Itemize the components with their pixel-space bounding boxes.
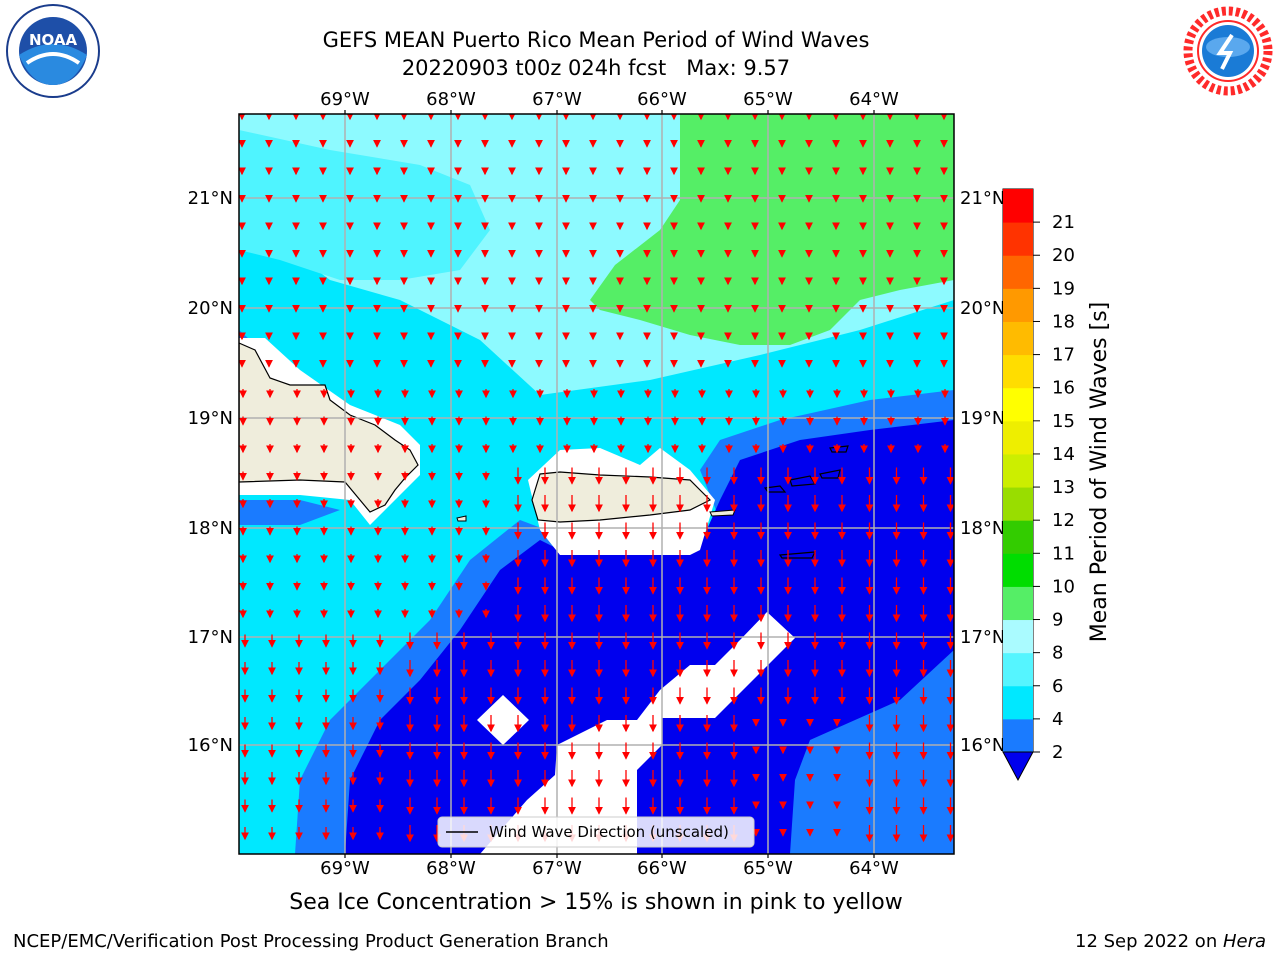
lon-label-top: 64°W xyxy=(849,89,899,110)
colorbar-tick-label: 10 xyxy=(1052,576,1075,597)
lat-label-left: 16°N xyxy=(188,735,233,756)
no-data-patch-1 xyxy=(477,695,529,745)
colorbar-extend-arrow xyxy=(1002,751,1034,782)
colorbar-band xyxy=(1003,685,1033,720)
title-line-1: GEFS MEAN Puerto Rico Mean Period of Win… xyxy=(322,28,870,52)
lon-label-bottom: 68°W xyxy=(426,858,476,879)
footer-machine: Hera xyxy=(1222,931,1266,952)
lat-label-right: 20°N xyxy=(960,298,1005,319)
colorbar-tick-label: 6 xyxy=(1052,676,1063,697)
colorbar-tick-label: 4 xyxy=(1052,709,1063,730)
wind-arrows xyxy=(239,114,954,843)
colorbar-tick-label: 19 xyxy=(1052,278,1075,299)
colorbar-tick-label: 8 xyxy=(1052,643,1063,664)
colorbar-tick-label: 18 xyxy=(1052,311,1075,332)
footer-left: NCEP/EMC/Verification Post Processing Pr… xyxy=(13,931,609,952)
map-title: GEFS MEAN Puerto Rico Mean Period of Win… xyxy=(240,26,952,82)
lon-label-bottom: 64°W xyxy=(849,858,899,879)
colorbar-band xyxy=(1003,718,1033,753)
colorbar-band xyxy=(1003,387,1033,422)
colorbar-tick-label: 12 xyxy=(1052,510,1075,531)
hispaniola-land xyxy=(239,342,419,513)
lat-label-left: 19°N xyxy=(188,408,233,429)
lon-label-bottom: 67°W xyxy=(532,858,582,879)
colorbar-tick-label: 20 xyxy=(1052,245,1075,266)
wave-period-7-8-region xyxy=(239,130,490,280)
footer-right: 12 Sep 2022 on Hera xyxy=(1075,931,1266,952)
map-frame xyxy=(238,113,955,855)
colorbar-band xyxy=(1003,487,1033,521)
lat-label-right: 16°N xyxy=(960,735,1005,756)
lat-label-left: 18°N xyxy=(188,518,233,539)
colorbar-tick-label: 17 xyxy=(1052,345,1075,366)
lon-label-top: 69°W xyxy=(320,89,370,110)
sea-ice-note: Sea Ice Concentration > 15% is shown in … xyxy=(289,890,903,915)
map-area xyxy=(239,114,954,854)
lon-label-top: 67°W xyxy=(532,89,582,110)
colorbar-tick-label: 15 xyxy=(1052,411,1075,432)
colorbar-band xyxy=(1003,453,1033,488)
no-data-patch-2 xyxy=(480,612,795,854)
lat-label-right: 21°N xyxy=(960,188,1005,209)
colorbar-band xyxy=(1003,189,1033,223)
colorbar-band xyxy=(1003,619,1033,654)
colorbar-band xyxy=(1003,520,1033,554)
colorbar: 2 4 6 8 9 10 11 12 13 14 15 16 17 18 19 20 21 Mean Perio… xyxy=(1002,188,1112,782)
colorbar-label: Mean Period of Wind Waves [s] xyxy=(1087,302,1112,642)
colorbar-band xyxy=(1003,321,1033,356)
colorbar-band xyxy=(1003,420,1033,455)
puerto-rico-land xyxy=(531,471,712,523)
lat-label-left: 20°N xyxy=(188,298,233,319)
colorbar-tick-label: 11 xyxy=(1052,543,1075,564)
footer-date: 12 Sep 2022 on xyxy=(1075,931,1223,952)
colorbar-band xyxy=(1003,586,1033,621)
colorbar-band xyxy=(1003,222,1033,256)
colorbar-tick-label: 14 xyxy=(1052,444,1075,465)
colorbar-tick-label: 9 xyxy=(1052,610,1063,631)
title-line-2: 20220903 t00z 024h fcst Max: 9.57 xyxy=(401,56,791,80)
colorbar-tick-label: 2 xyxy=(1052,742,1063,763)
colorbar-tick-label: 13 xyxy=(1052,477,1075,498)
lon-label-top: 66°W xyxy=(637,89,687,110)
colorbar-band xyxy=(1003,354,1033,389)
colorbar-band xyxy=(1003,288,1033,322)
lon-label-bottom: 66°W xyxy=(637,858,687,879)
graticule xyxy=(239,114,954,854)
colorbar-band xyxy=(1003,652,1033,687)
lon-label-bottom: 69°W xyxy=(320,858,370,879)
lon-label-top: 68°W xyxy=(426,89,476,110)
colorbar-tick-label: 21 xyxy=(1052,212,1075,233)
lon-label-top: 65°W xyxy=(743,89,793,110)
lat-label-right: 19°N xyxy=(960,408,1005,429)
legend-label: Wind Wave Direction (unscaled) xyxy=(489,823,729,841)
lat-label-right: 18°N xyxy=(960,518,1005,539)
lon-label-bottom: 65°W xyxy=(743,858,793,879)
nws-logo-icon xyxy=(1182,5,1274,97)
map-legend: Wind Wave Direction (unscaled) xyxy=(437,816,755,848)
lat-label-left: 21°N xyxy=(188,188,233,209)
colorbar-band xyxy=(1003,553,1033,587)
noaa-logo-icon: NOAA xyxy=(6,4,100,98)
noaa-logo-text: NOAA xyxy=(29,31,78,49)
lat-label-left: 17°N xyxy=(188,627,233,648)
colorbar-band xyxy=(1003,255,1033,289)
colorbar-tick-label: 16 xyxy=(1052,378,1075,399)
lat-label-right: 17°N xyxy=(960,627,1005,648)
